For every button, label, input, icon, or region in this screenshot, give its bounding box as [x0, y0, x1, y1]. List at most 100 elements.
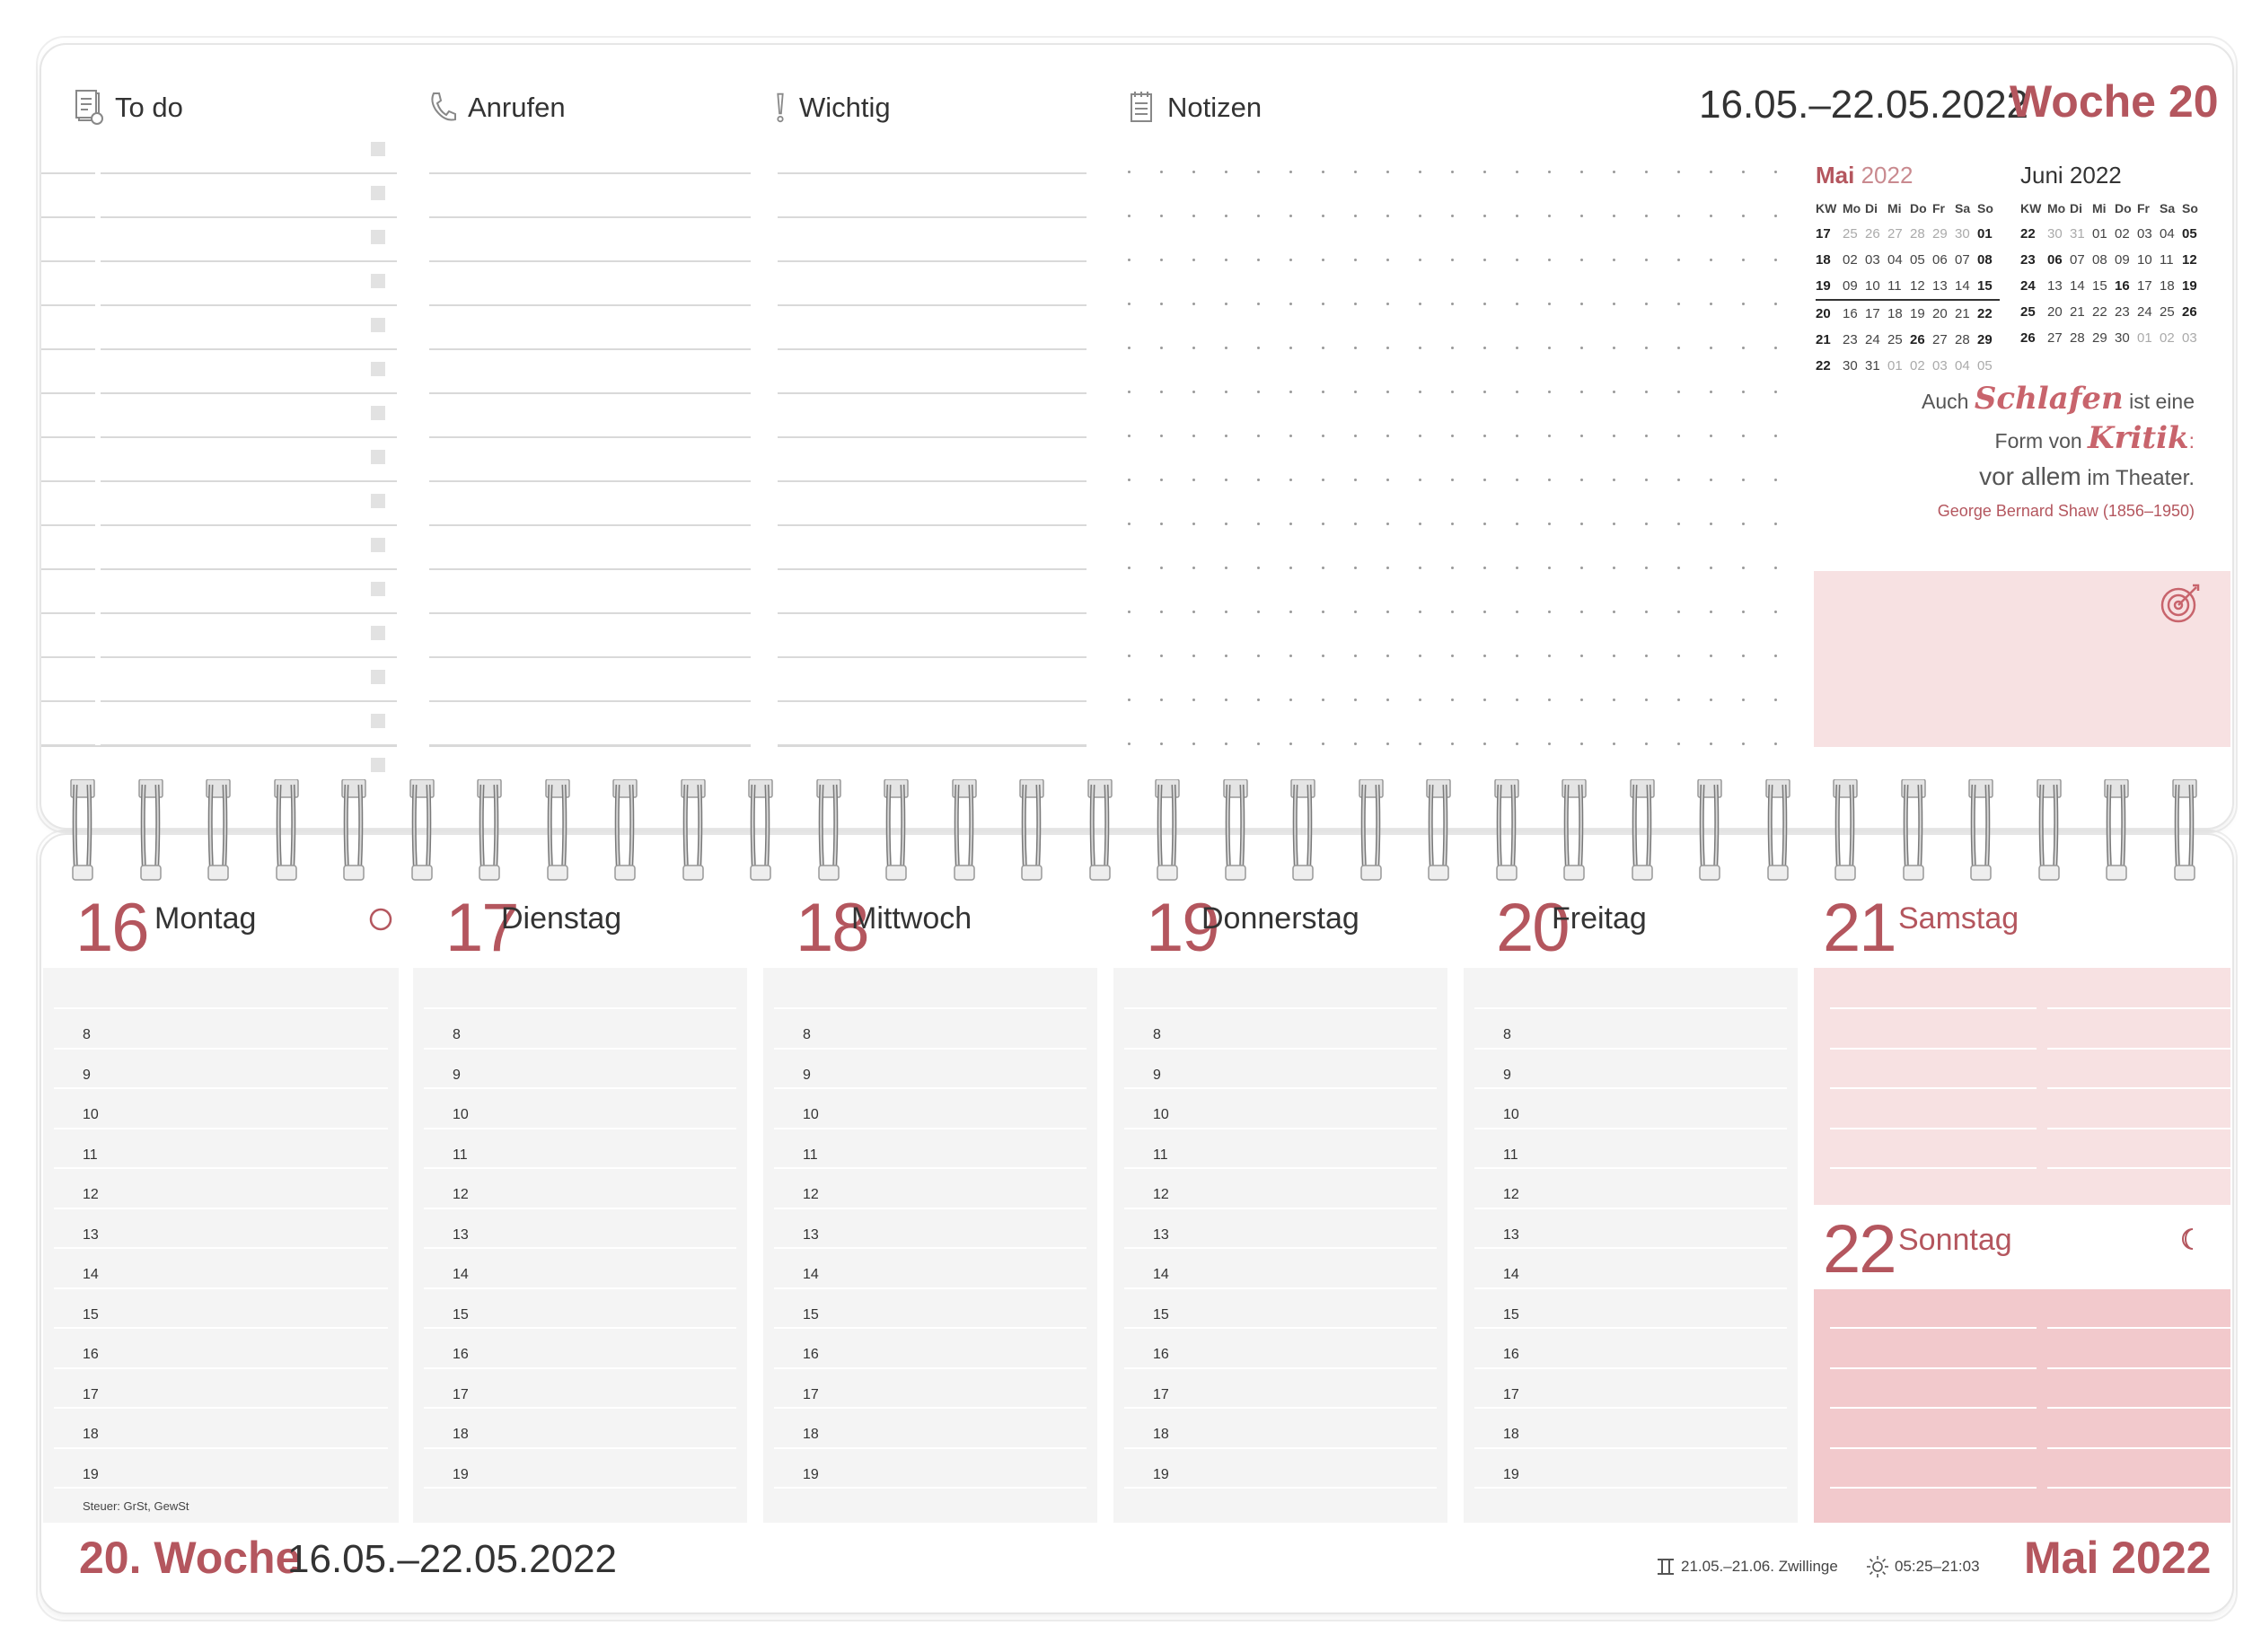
calendar-day: 14 — [1955, 278, 1970, 294]
todo-line — [41, 480, 95, 482]
calendar-day: 30 — [1955, 226, 1970, 242]
crescent-moon-icon — [2182, 1228, 2194, 1250]
grid-dot — [1419, 171, 1421, 173]
phone-icon — [431, 92, 456, 121]
footer-week-dates: 16.05.–22.05.2022 — [287, 1537, 618, 1581]
todo-checkbox[interactable] — [371, 362, 385, 376]
todo-checkbox[interactable] — [371, 758, 385, 772]
grid-dot — [1225, 391, 1227, 393]
grid-dot — [1225, 567, 1227, 569]
anrufen-line — [429, 524, 751, 526]
hour-label: 9 — [1503, 1067, 1511, 1083]
day-schedule-column[interactable] — [413, 968, 747, 1523]
todo-checkbox[interactable] — [371, 670, 385, 684]
calendar-day: 16 — [1843, 299, 1865, 327]
page-edge-top — [36, 36, 2238, 833]
grid-dot — [1354, 699, 1357, 701]
grid-dot — [1257, 435, 1260, 437]
saturday-area[interactable] — [1814, 968, 2230, 1205]
todo-checkbox[interactable] — [371, 450, 385, 464]
grid-dot — [1677, 259, 1680, 261]
day-number: 18 — [796, 890, 870, 966]
day-name: Dienstag — [501, 901, 622, 936]
wichtig-line — [778, 172, 1087, 174]
grid-dot — [1742, 699, 1745, 701]
grid-dot — [1386, 303, 1389, 305]
spiral-ring — [1764, 779, 1790, 881]
hour-label: 14 — [83, 1267, 99, 1282]
grid-dot — [1225, 435, 1227, 437]
grid-dot — [1289, 743, 1292, 745]
todo-checkbox[interactable] — [371, 626, 385, 640]
hour-line — [54, 1407, 388, 1409]
grid-dot — [1742, 435, 1745, 437]
todo-line — [41, 304, 95, 306]
todo-line — [101, 656, 397, 658]
footer-week-label: 20. Woche — [79, 1533, 301, 1583]
grid-dot — [1677, 655, 1680, 657]
grid-dot — [1774, 479, 1777, 481]
grid-dot — [1451, 391, 1454, 393]
calendar-day: 05 — [1977, 358, 1993, 373]
calendar-day: 15 — [2092, 278, 2107, 294]
grid-dot — [1516, 391, 1518, 393]
grid-dot — [1774, 171, 1777, 173]
todo-checkbox[interactable] — [371, 318, 385, 332]
todo-checkbox[interactable] — [371, 714, 385, 728]
hour-line — [1474, 1487, 1787, 1489]
day-schedule-column[interactable] — [1464, 968, 1798, 1523]
todo-checkbox[interactable] — [371, 406, 385, 420]
grid-dot — [1774, 347, 1777, 349]
grid-dot — [1613, 523, 1615, 525]
day-number: 21 — [1823, 890, 1897, 966]
grid-dot — [1516, 435, 1518, 437]
day-schedule-column[interactable] — [43, 968, 399, 1523]
grid-dot — [1774, 391, 1777, 393]
hour-line — [1124, 1487, 1437, 1489]
todo-checkbox[interactable] — [371, 582, 385, 596]
todo-checkbox[interactable] — [371, 142, 385, 156]
quote-script-word: Schlafen — [1974, 381, 2124, 417]
hour-label: 18 — [453, 1427, 469, 1442]
grid-dot — [1386, 215, 1389, 217]
todo-line — [41, 568, 95, 570]
grid-dot — [1483, 171, 1486, 173]
hour-label: 13 — [453, 1226, 469, 1243]
hour-line — [774, 1287, 1087, 1289]
grid-dot — [1322, 171, 1324, 173]
hour-line — [54, 1247, 388, 1249]
grid-dot — [1257, 215, 1260, 217]
hour-line — [1124, 1287, 1437, 1289]
weekend-line — [1830, 1366, 2037, 1369]
hour-line — [1124, 1327, 1437, 1329]
spiral-ring — [206, 779, 231, 881]
grid-dot — [1548, 391, 1551, 393]
todo-checkbox[interactable] — [371, 186, 385, 200]
grid-dot — [1548, 567, 1551, 569]
hour-label: 18 — [83, 1427, 99, 1442]
todo-checkbox[interactable] — [371, 494, 385, 508]
grid-dot — [1613, 391, 1615, 393]
day-schedule-column[interactable] — [763, 968, 1097, 1523]
hour-label: 16 — [453, 1347, 469, 1362]
todo-checkbox[interactable] — [371, 538, 385, 552]
calendar-day: 04 — [1887, 252, 1903, 268]
todo-checkbox[interactable] — [371, 230, 385, 244]
day-schedule-column[interactable] — [1113, 968, 1447, 1523]
calendar-day: 18 — [2160, 278, 2175, 294]
grid-dot — [1225, 655, 1227, 657]
hour-label: 19 — [453, 1466, 469, 1482]
grid-dot — [1742, 611, 1745, 613]
wichtig-header: Wichtig — [772, 90, 891, 126]
hour-label: 18 — [1153, 1427, 1169, 1442]
hour-line — [774, 1247, 1087, 1249]
calendar-day: 07 — [2070, 252, 2085, 268]
todo-checkbox[interactable] — [371, 274, 385, 288]
grid-dot — [1289, 171, 1292, 173]
hour-label: 17 — [1503, 1386, 1519, 1402]
calendar-day: 08 — [2092, 252, 2107, 268]
grid-dot — [1419, 391, 1421, 393]
grid-dot — [1483, 743, 1486, 745]
calendar-weekday-header: Di — [1865, 200, 1878, 215]
grid-dot — [1710, 699, 1712, 701]
